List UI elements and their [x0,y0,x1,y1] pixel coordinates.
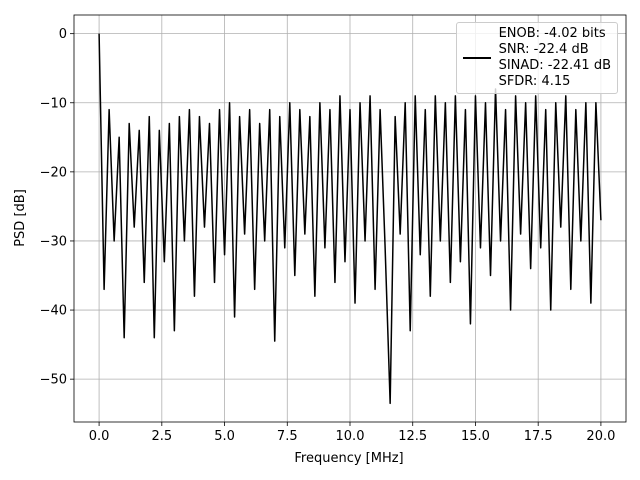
x-tick-label: 17.5 [524,429,553,444]
x-tick-label: 0.0 [89,429,110,444]
data-line [98,33,602,405]
legend: ENOB: -4.02 bits SNR: -22.4 dB SINAD: -2… [455,22,618,94]
x-tick-label: 15.0 [461,429,490,444]
y-axis-label: PSD [dB] [13,189,28,247]
y-tick-label: 0 [59,27,67,42]
x-tick-label: 12.5 [398,429,427,444]
x-tick-label: 20.0 [586,429,615,444]
x-tick-label: 2.5 [151,429,172,444]
x-tick-label: 5.0 [214,429,235,444]
x-tick-label: 7.5 [277,429,298,444]
legend-label: ENOB: -4.02 bits SNR: -22.4 dB SINAD: -2… [498,26,611,89]
y-tick-label: −50 [40,373,67,388]
plot-frame [73,14,627,423]
y-tick-label: −40 [40,304,67,319]
legend-line [462,57,491,59]
x-tick-label: 10.0 [336,429,365,444]
x-axis-label: Frequency [MHz] [294,451,403,466]
y-tick-label: −10 [40,96,67,111]
y-tick-label: −30 [40,234,67,249]
y-tick-label: −20 [40,165,67,180]
